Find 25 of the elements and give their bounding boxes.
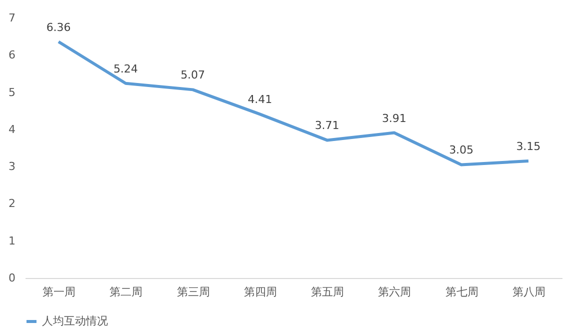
data-label: 5.07 bbox=[180, 68, 206, 82]
legend-label: 人均互动情况 bbox=[42, 314, 108, 328]
x-tick-label: 第一周 bbox=[42, 286, 76, 298]
y-tick-label: 1 bbox=[8, 234, 16, 248]
y-tick-label: 6 bbox=[8, 48, 16, 62]
x-tick-label: 第六周 bbox=[378, 286, 412, 298]
data-label: 3.91 bbox=[382, 112, 406, 125]
x-tick-label: 第三周 bbox=[176, 286, 210, 298]
y-tick-label: 2 bbox=[8, 197, 16, 210]
data-label: 3.71 bbox=[314, 119, 340, 132]
x-tick-label: 第八周 bbox=[512, 286, 546, 298]
data-label: 3.05 bbox=[449, 144, 474, 157]
x-tick-label: 第四周 bbox=[244, 286, 277, 298]
x-tick-label: 第五周 bbox=[311, 286, 344, 298]
y-tick-label: 5 bbox=[8, 86, 16, 99]
y-tick-label: 7 bbox=[8, 12, 16, 24]
y-tick-label: 4 bbox=[8, 122, 16, 136]
x-tick-label: 第二周 bbox=[110, 286, 143, 298]
data-label: 5.24 bbox=[113, 62, 138, 76]
y-tick-label: 0 bbox=[8, 272, 16, 284]
data-label: 6.36 bbox=[46, 20, 71, 34]
data-label: 4.41 bbox=[248, 93, 272, 106]
y-tick-label: 3 bbox=[8, 160, 16, 174]
x-tick-label: 第七周 bbox=[445, 286, 478, 298]
data-label: 3.15 bbox=[516, 140, 541, 153]
